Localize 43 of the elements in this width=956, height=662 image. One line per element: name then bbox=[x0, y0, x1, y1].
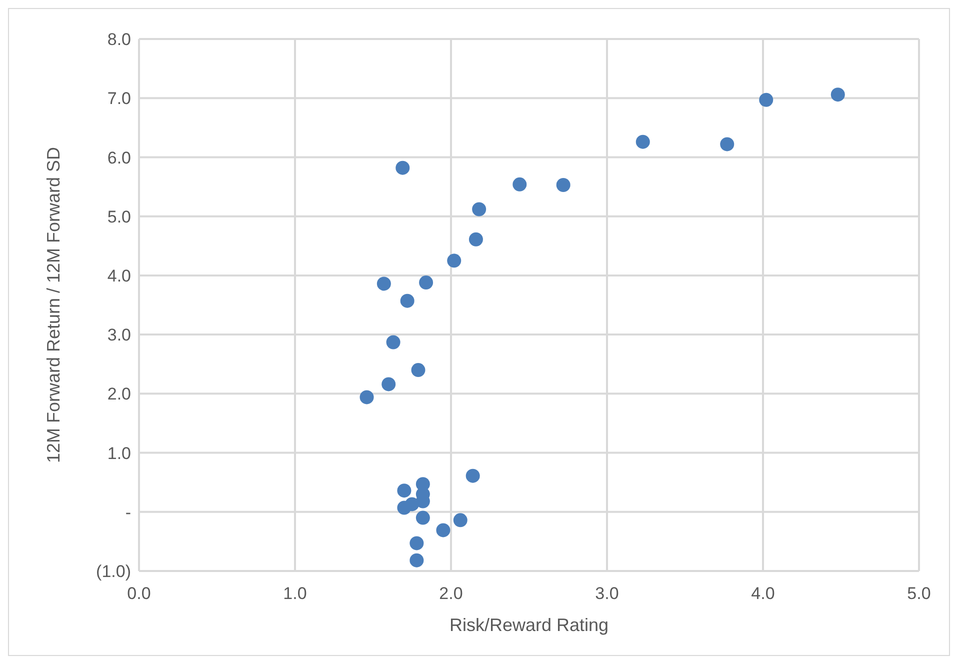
y-tick-label: (1.0) bbox=[96, 562, 131, 582]
y-tick-label: 6.0 bbox=[107, 148, 131, 168]
point bbox=[472, 202, 486, 216]
point bbox=[376, 276, 391, 291]
y-tick-label: - bbox=[125, 502, 131, 522]
point bbox=[436, 523, 450, 538]
point bbox=[410, 536, 424, 550]
point bbox=[556, 178, 570, 192]
point bbox=[360, 390, 374, 404]
x-tick-label: 4.0 bbox=[751, 584, 775, 604]
y-axis-title: 12M Forward Return / 12M Forward SD bbox=[43, 146, 64, 464]
point bbox=[410, 553, 424, 568]
x-tick-label: 1.0 bbox=[283, 584, 307, 604]
x-tick-label: 5.0 bbox=[907, 584, 931, 604]
y-tick-label: 7.0 bbox=[107, 89, 131, 108]
point bbox=[468, 232, 483, 246]
y-tick-label: 2.0 bbox=[107, 384, 131, 404]
x-axis-title: Risk/Reward Rating bbox=[449, 615, 609, 635]
point bbox=[759, 92, 774, 107]
point bbox=[382, 377, 396, 392]
x-tick-label: 0.0 bbox=[127, 584, 151, 604]
y-tick-label: 8.0 bbox=[107, 30, 131, 50]
point bbox=[400, 294, 414, 308]
y-tick-label: 4.0 bbox=[107, 266, 131, 286]
y-tick-label: 1.0 bbox=[107, 444, 131, 463]
y-tick-label: 3.0 bbox=[107, 326, 131, 345]
point bbox=[453, 513, 468, 528]
x-tick-label: 3.0 bbox=[595, 584, 619, 604]
point bbox=[512, 177, 527, 192]
point bbox=[830, 88, 845, 102]
point bbox=[447, 254, 462, 268]
point bbox=[636, 134, 650, 149]
point bbox=[419, 276, 434, 290]
point bbox=[411, 363, 426, 378]
point bbox=[396, 160, 410, 175]
point bbox=[397, 500, 412, 515]
point bbox=[386, 335, 400, 350]
x-tick-label: 2.0 bbox=[439, 584, 463, 604]
point bbox=[397, 484, 412, 498]
point bbox=[720, 137, 734, 152]
point bbox=[416, 510, 430, 525]
point bbox=[466, 468, 480, 483]
y-tick-label: 5.0 bbox=[107, 207, 131, 226]
